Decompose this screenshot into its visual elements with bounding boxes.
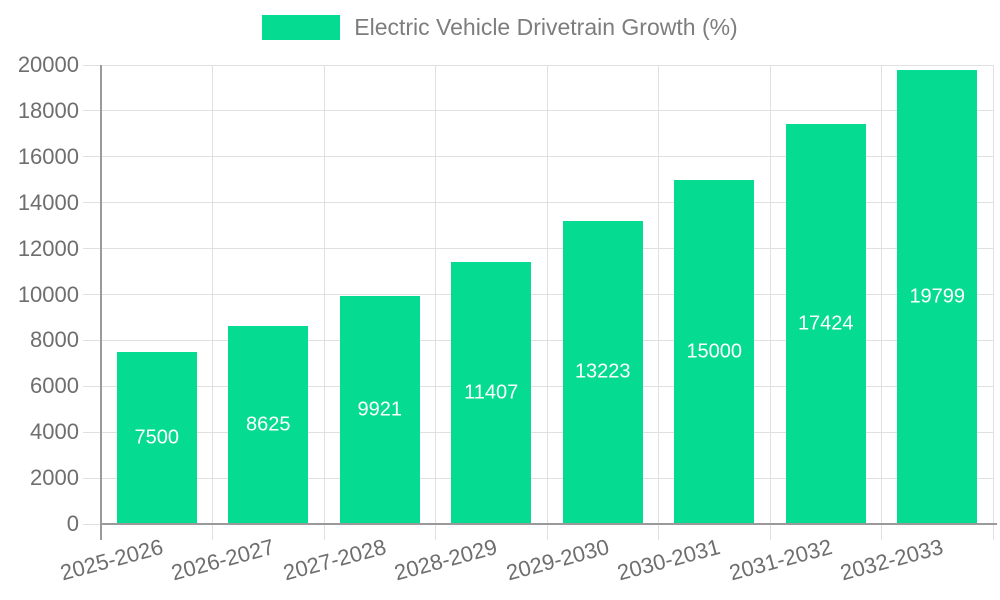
- x-gridline: [323, 65, 325, 524]
- bar-value-label: 8625: [246, 413, 291, 436]
- x-gridline: [546, 65, 548, 524]
- y-tick-label: 2000: [30, 465, 79, 491]
- bar-value-label: 13223: [574, 360, 631, 383]
- x-tick-label: 2029-2030: [503, 534, 612, 586]
- bar[interactable]: 7500: [116, 351, 197, 524]
- bar[interactable]: 9921: [339, 296, 420, 524]
- x-tick-label: 2028-2029: [391, 534, 500, 586]
- y-tick-mark: [83, 385, 101, 387]
- legend[interactable]: Electric Vehicle Drivetrain Growth (%): [0, 14, 1000, 41]
- x-tick-mark: [769, 524, 771, 540]
- x-gridline: [658, 65, 659, 524]
- x-gridline: [212, 65, 213, 524]
- legend-label: Electric Vehicle Drivetrain Growth (%): [354, 14, 738, 40]
- legend-swatch-icon: [262, 15, 341, 40]
- x-tick-label: 2026-2027: [168, 534, 277, 586]
- y-tick-label: 14000: [17, 189, 79, 215]
- bar[interactable]: 17424: [785, 124, 866, 524]
- x-tick-mark: [546, 524, 548, 540]
- x-gridline: [881, 65, 882, 524]
- y-axis-line: [100, 65, 102, 540]
- y-tick-label: 16000: [17, 143, 79, 169]
- x-tick-label: 2025-2026: [57, 534, 166, 586]
- y-tick-mark: [83, 477, 101, 479]
- bar[interactable]: 8625: [228, 326, 309, 524]
- x-tick-mark: [435, 524, 436, 540]
- bar-value-label: 7500: [134, 426, 180, 449]
- x-tick-mark: [881, 524, 882, 540]
- bar-value-label: 15000: [686, 340, 743, 363]
- y-tick-mark: [83, 156, 101, 158]
- y-tick-mark: [83, 294, 101, 295]
- x-axis-line: [101, 523, 997, 525]
- x-tick-label: 2030-2031: [614, 534, 723, 586]
- y-tick-label: 6000: [30, 373, 79, 399]
- bar[interactable]: 15000: [674, 179, 755, 524]
- x-tick-label: 2027-2028: [280, 534, 389, 586]
- y-tick-label: 0: [66, 511, 79, 536]
- y-tick-label: 20000: [17, 52, 79, 77]
- y-tick-mark: [83, 523, 101, 525]
- bar-value-label: 17424: [797, 312, 854, 335]
- y-tick-mark: [83, 110, 101, 112]
- x-tick-mark: [992, 524, 994, 540]
- x-tick-mark: [658, 524, 659, 540]
- x-gridline: [992, 65, 994, 524]
- bar[interactable]: 19799: [897, 69, 978, 524]
- y-tick-mark: [83, 431, 101, 433]
- x-gridline: [435, 65, 436, 524]
- x-tick-label: 2031-2032: [726, 534, 835, 586]
- bar[interactable]: 11407: [451, 262, 532, 524]
- y-tick-mark: [83, 64, 101, 66]
- x-gridline: [769, 65, 771, 524]
- bar-value-label: 19799: [909, 285, 966, 308]
- y-tick-label: 8000: [30, 327, 79, 353]
- bar[interactable]: 13223: [562, 220, 643, 524]
- y-tick-label: 18000: [17, 97, 79, 123]
- y-tick-mark: [83, 202, 101, 204]
- bar-value-label: 11407: [464, 381, 519, 404]
- y-tick-label: 4000: [30, 419, 79, 445]
- y-tick-mark: [83, 339, 101, 341]
- x-tick-label: 2032-2033: [837, 534, 946, 586]
- bar-value-label: 9921: [357, 398, 403, 421]
- x-tick-mark: [323, 524, 325, 540]
- y-tick-label: 10000: [17, 281, 79, 307]
- y-tick-mark: [83, 248, 101, 250]
- x-tick-mark: [212, 524, 213, 540]
- y-tick-label: 12000: [17, 235, 79, 261]
